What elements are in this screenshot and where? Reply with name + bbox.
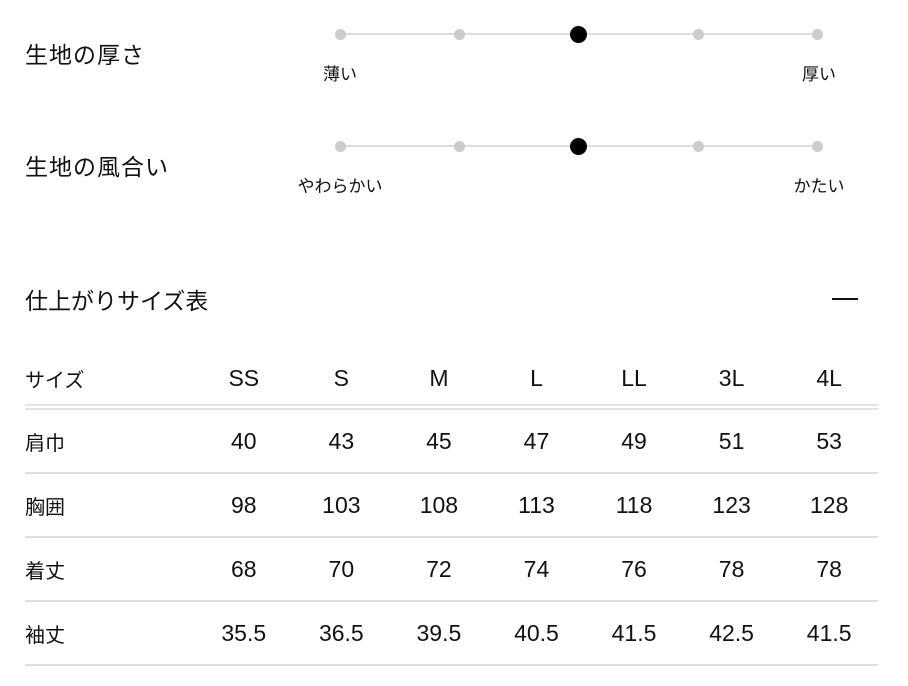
attribute-title: 生地の厚さ	[25, 43, 145, 69]
attribute-title: 生地の風合い	[25, 155, 169, 181]
value-cell: 39.5	[416, 619, 462, 646]
value-cell: 51	[718, 427, 745, 454]
value-cell: 43	[328, 427, 355, 454]
scale-dot	[811, 140, 823, 152]
value-cell: 47	[523, 427, 550, 454]
header-cell: L	[530, 364, 543, 391]
value-cell: 40	[230, 427, 257, 454]
header-cell: SS	[228, 364, 260, 391]
scale-dot-selected	[569, 25, 587, 43]
header-cell: サイズ	[25, 367, 85, 392]
value-cell: 98	[230, 491, 257, 518]
value-cell: 72	[426, 555, 452, 582]
value-cell: 68	[230, 555, 257, 582]
header-cell: 3L	[718, 364, 745, 391]
scale-max-label: 厚い	[802, 65, 836, 85]
minus-icon[interactable]	[832, 298, 858, 300]
scale-max-label: かたい	[793, 177, 845, 197]
value-cell: 118	[615, 491, 653, 518]
scale-dot	[334, 140, 346, 152]
scale-dot	[334, 28, 346, 40]
scale-min-label: やわらかい	[297, 177, 383, 197]
value-cell: 78	[816, 555, 842, 582]
value-cell: 78	[718, 555, 745, 582]
value-cell: 41.5	[611, 619, 657, 646]
row-label: 肩巾	[25, 430, 65, 455]
table-row: 肩巾 40 43 45 47 49 51 53	[25, 407, 878, 473]
scale-dot	[692, 28, 704, 40]
value-cell: 108	[419, 491, 459, 518]
size-table-title: 仕上がりサイズ表	[25, 289, 209, 315]
value-cell: 53	[816, 427, 842, 454]
table-row: 着丈 68 70 72 74 76 78 78	[25, 537, 878, 601]
row-label: 着丈	[25, 558, 65, 583]
value-cell: 70	[328, 555, 355, 582]
value-cell: 128	[810, 491, 849, 518]
value-cell: 74	[523, 555, 550, 582]
value-cell: 42.5	[709, 619, 754, 646]
table-header-row: サイズ SS S M L LL 3L 4L	[25, 352, 878, 407]
table-row: 胸囲 98 103 108 113 118 123 128	[25, 473, 878, 537]
value-cell: 113	[518, 491, 555, 518]
value-cell: 76	[621, 555, 647, 582]
value-cell: 41.5	[806, 619, 852, 646]
size-table: サイズ SS S M L LL 3L 4L 肩巾 40 43 45 47 49 51 53 胸囲…	[25, 352, 878, 666]
value-cell: 45	[426, 427, 452, 454]
scale-dot	[692, 140, 704, 152]
value-cell: 103	[322, 491, 361, 518]
header-cell: M	[429, 364, 449, 391]
value-cell: 35.5	[221, 619, 267, 646]
value-cell: 49	[621, 427, 647, 454]
row-label: 胸囲	[25, 494, 65, 519]
header-cell: 4L	[816, 364, 842, 391]
scale-dot	[453, 140, 465, 152]
scale-min-label: 薄い	[323, 65, 357, 85]
scale-dot-selected	[569, 137, 587, 155]
header-cell: LL	[621, 364, 647, 391]
row-label: 袖丈	[25, 622, 65, 647]
value-cell: 123	[712, 491, 751, 518]
scale-dot	[811, 28, 823, 40]
value-cell: 36.5	[318, 619, 364, 646]
scale-dot	[453, 28, 465, 40]
header-cell: S	[333, 364, 350, 391]
value-cell: 40.5	[514, 619, 559, 646]
table-row: 袖丈 35.5 36.5 39.5 40.5 41.5 42.5 41.5	[25, 601, 878, 665]
